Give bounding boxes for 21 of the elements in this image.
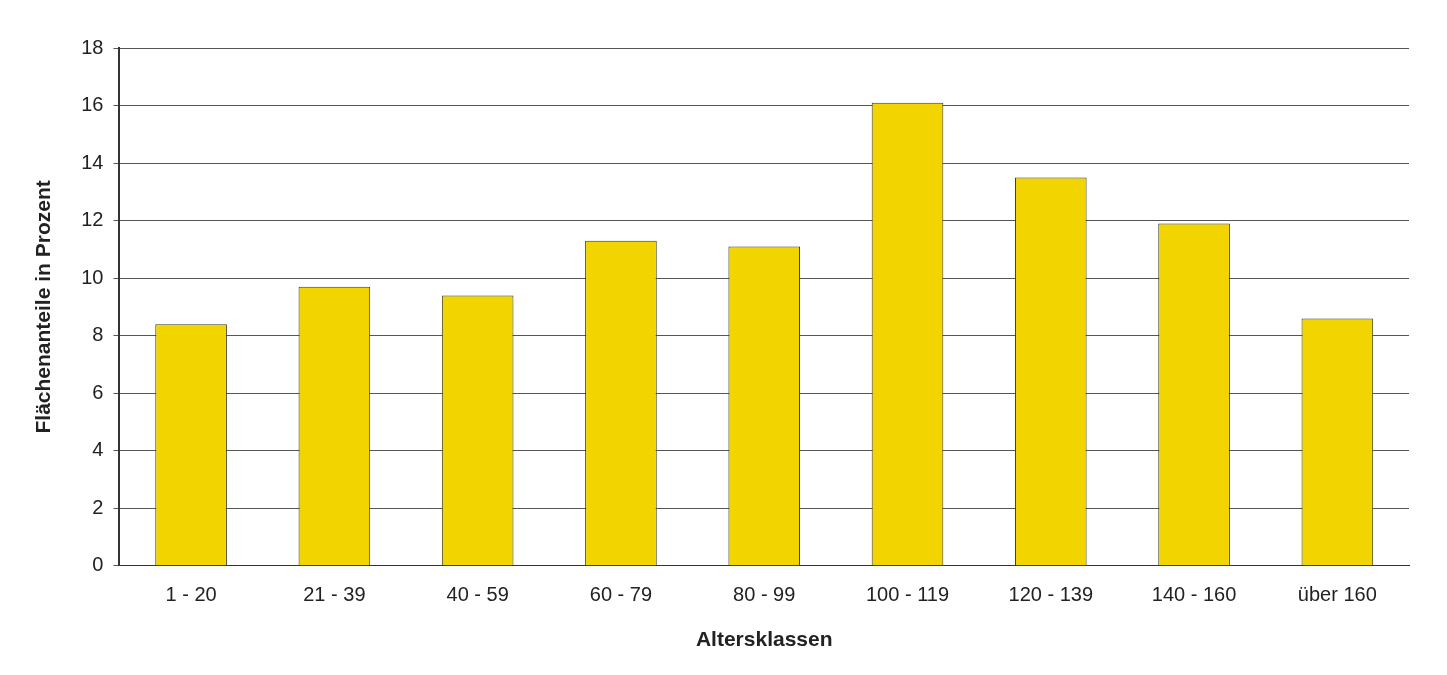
x-tick-label: 120 - 139 bbox=[1008, 583, 1094, 606]
y-tick-label: 8 bbox=[92, 323, 104, 346]
y-tick-label: 4 bbox=[92, 438, 104, 461]
y-tick-label: 0 bbox=[92, 553, 104, 576]
x-tick-label: 60 - 79 bbox=[589, 583, 653, 606]
x-axis-title: Altersklassen bbox=[695, 627, 833, 651]
x-tick-label: 140 - 160 bbox=[1151, 583, 1237, 606]
x-tick-label: 1 - 20 bbox=[165, 583, 217, 606]
y-tick-label: 14 bbox=[81, 150, 104, 173]
x-tick-label: über 160 bbox=[1297, 583, 1377, 606]
x-tick-label: 100 - 119 bbox=[865, 583, 950, 606]
x-tick-label: 21 - 39 bbox=[303, 583, 366, 606]
y-tick-label: 6 bbox=[92, 380, 104, 403]
x-tick-label: 80 - 99 bbox=[733, 583, 796, 606]
y-axis-title: Flächenanteile in Prozent bbox=[31, 180, 55, 434]
y-tick-label: 2 bbox=[92, 495, 104, 518]
y-tick-label: 16 bbox=[81, 93, 104, 116]
y-tick-label: 10 bbox=[81, 265, 104, 288]
y-tick-label: 18 bbox=[81, 35, 104, 58]
y-tick-label: 12 bbox=[81, 208, 104, 231]
x-tick-label: 40 - 59 bbox=[446, 583, 509, 606]
